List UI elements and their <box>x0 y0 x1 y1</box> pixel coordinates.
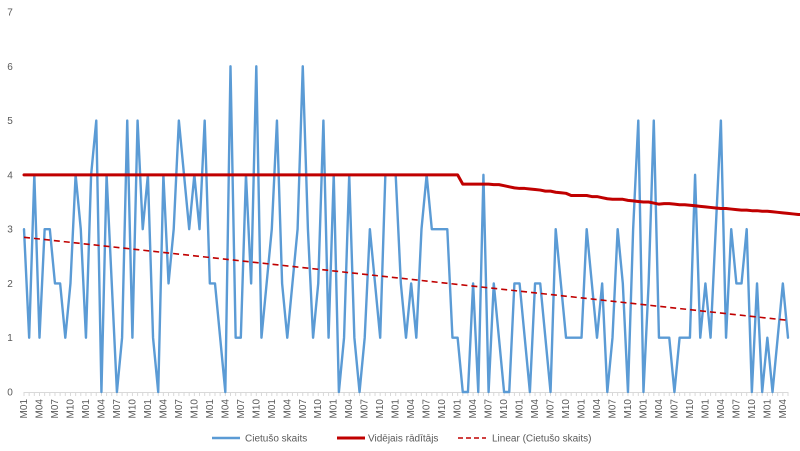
x-tick-label: M04 <box>530 399 541 419</box>
y-tick-label: 5 <box>7 116 13 127</box>
x-tick-label: M04 <box>468 399 479 419</box>
x-tick-label: M01 <box>19 399 30 419</box>
x-tick-label: M04 <box>716 399 727 419</box>
x-tick-label: M04 <box>778 399 789 419</box>
x-tick-label: M07 <box>360 399 371 419</box>
x-tick-label: M04 <box>220 399 231 419</box>
x-tick-label: M01 <box>205 399 216 419</box>
x-tick-label: M10 <box>375 399 386 419</box>
legend-label: Vidējais rādītājs <box>368 434 438 445</box>
x-tick-label: M07 <box>422 399 433 419</box>
x-axis: M01 M04 M07 M10 M01 M04 M07 M10 M01 M04 M07 M10 M01 M… <box>19 392 789 418</box>
x-tick-label: M01 <box>577 399 588 419</box>
series-line-3 <box>23 236 789 322</box>
x-tick-label: M07 <box>236 399 247 419</box>
x-tick-label: M10 <box>499 399 510 419</box>
x-tick-label: M01 <box>143 399 154 419</box>
x-tick-label: M07 <box>607 399 618 419</box>
x-tick-label: M01 <box>515 399 526 419</box>
x-tick-label: M01 <box>267 399 278 419</box>
x-tick-label: M10 <box>313 399 324 419</box>
x-tick-label: M10 <box>251 399 262 419</box>
y-tick-label: 6 <box>7 62 13 73</box>
x-tick-label: M07 <box>546 399 557 419</box>
x-tick-label: M04 <box>282 399 293 419</box>
x-tick-label: M01 <box>638 399 649 419</box>
x-tick-label: M10 <box>747 399 758 419</box>
x-tick-label: M04 <box>406 399 417 419</box>
x-tick-label: M10 <box>623 399 634 419</box>
x-tick-label: M10 <box>127 399 138 419</box>
x-tick-label: M07 <box>50 399 61 419</box>
x-tick-label: M04 <box>654 399 665 419</box>
x-tick-label: M04 <box>158 399 169 419</box>
x-tick-label: M01 <box>762 399 773 419</box>
legend: Cietušo skaits Vidējais rādītājs Linear (C… <box>212 434 591 445</box>
legend-label: Linear (Cietušo skaits) <box>492 434 591 445</box>
x-tick-label: M04 <box>344 399 355 419</box>
x-tick-label: M07 <box>174 399 185 419</box>
x-tick-label: M01 <box>391 399 402 419</box>
x-tick-label: M01 <box>81 399 92 419</box>
series-line-2 <box>22 173 800 216</box>
y-tick-label: 2 <box>7 279 13 290</box>
y-axis-labels: 0 1 2 3 4 5 6 7 <box>7 8 13 399</box>
x-tick-label: M07 <box>112 399 123 419</box>
x-tick-label: M07 <box>669 399 680 419</box>
y-tick-label: 1 <box>7 333 13 344</box>
x-tick-label: M07 <box>731 399 742 419</box>
x-tick-label: M04 <box>592 399 603 419</box>
legend-label: Cietušo skaits <box>245 434 307 445</box>
series-layer <box>22 65 800 394</box>
series-line-1 <box>22 65 790 394</box>
x-tick-label: M01 <box>329 399 340 419</box>
x-tick-label: M01 <box>700 399 711 419</box>
x-tick-label: M07 <box>484 399 495 419</box>
y-tick-label: 4 <box>7 170 13 181</box>
y-tick-label: 0 <box>7 388 13 399</box>
x-tick-label: M01 <box>453 399 464 419</box>
y-tick-label: 3 <box>7 225 13 236</box>
x-tick-label: M04 <box>96 399 107 419</box>
x-tick-label: M07 <box>298 399 309 419</box>
x-tick-label: M10 <box>65 399 76 419</box>
x-tick-label: M10 <box>685 399 696 419</box>
x-tick-label: M04 <box>34 399 45 419</box>
y-tick-label: 7 <box>7 8 13 19</box>
x-tick-label: M10 <box>437 399 448 419</box>
x-tick-label: M10 <box>561 399 572 419</box>
x-tick-label: M10 <box>189 399 200 419</box>
